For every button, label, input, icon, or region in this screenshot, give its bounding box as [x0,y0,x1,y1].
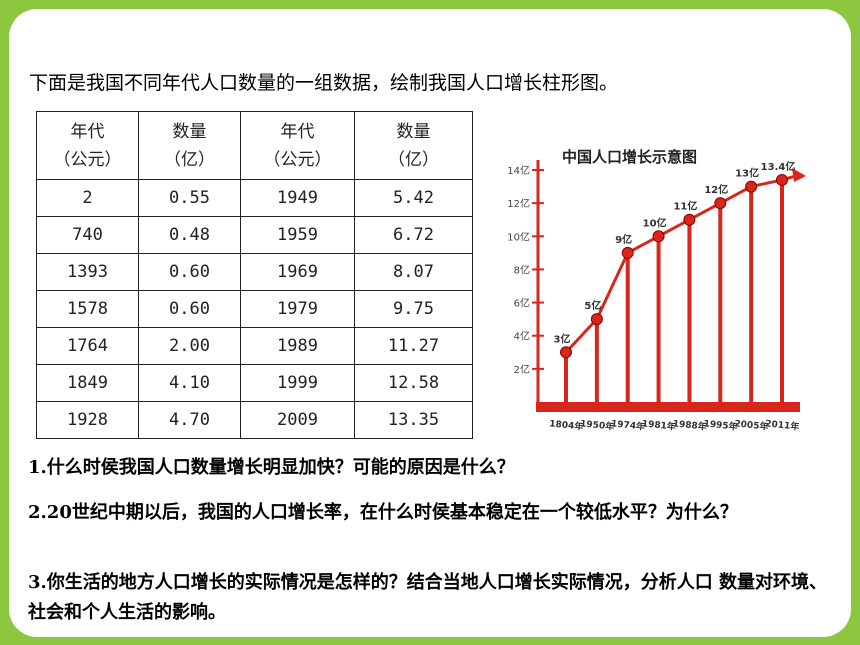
point-label: 9亿 [615,233,632,246]
table-row: 1764 2.00 1989 11.27 [36,327,473,365]
x-tick-label: 1950年 [580,417,615,432]
table-cell: 1959 [240,216,355,254]
arrow-head [792,167,806,182]
y-tick-label: 10亿 [507,230,530,243]
chart-title: 中国人口增长示意图 [562,148,697,166]
data-point [683,213,696,226]
population-chart: 中国人口增长示意图 2亿 4亿 6亿 8亿 10亿 12亿 14亿 3亿 5亿 9亿 10亿 11亿 1… [507,148,806,433]
question-3: 3.你生活的地方人口增长的实际情况是怎样的？结合当地人口增长实际情况，分析人口 … [28,572,828,623]
y-tick-label: 8亿 [514,263,530,276]
point-label: 13.4亿 [761,160,796,173]
header-year-2: 年代 （公元） [240,111,355,180]
x-axis-band [536,402,800,412]
header-count-1: 数量 （亿） [138,111,241,180]
table-cell: 2 [36,179,139,217]
y-tick-label: 4亿 [514,330,530,343]
x-tick-label: 1981年 [641,417,676,432]
table-cell: 1849 [36,364,139,402]
data-point [560,346,572,359]
population-table: 年代 （公元） 数量 （亿） 年代 （公元） 数量 （亿） 2 0.55 1949 5.42 … [36,111,473,439]
table-cell: 13.35 [354,401,473,439]
y-tick-label: 12亿 [507,197,530,210]
x-tick-label: 1974年 [610,417,645,432]
table-cell: 2009 [240,401,355,439]
x-tick-label: 1995年 [703,417,738,432]
table-cell: 1989 [240,327,355,365]
header-count-2: 数量 （亿） [354,111,473,180]
table-cell: 1979 [240,290,355,328]
point-label: 3亿 [554,332,571,345]
y-tick-label: 6亿 [514,297,530,310]
table-cell: 1969 [240,253,355,291]
point-label: 11亿 [673,200,697,213]
table-cell: 6.72 [354,216,473,254]
table-cell: 4.70 [138,401,241,439]
table-cell: 0.55 [138,179,241,217]
point-label: 12亿 [704,183,728,196]
x-tick-label: 1988年 [672,417,707,432]
table-cell: 1393 [36,253,139,291]
data-point [714,197,727,210]
table-cell: 0.48 [138,216,241,254]
table-cell: 0.60 [138,290,241,328]
table-cell: 1578 [36,290,139,328]
point-label: 5亿 [584,299,601,312]
data-point [590,313,603,326]
table-cell: 11.27 [354,327,473,365]
question-1: 1.什么时侯我国人口数量增长明显加快？可能的原因是什么？ [28,457,515,478]
y-tick-label: 14亿 [507,164,530,177]
table-cell: 12.58 [354,364,473,402]
point-label: 10亿 [643,216,667,229]
header-year-1: 年代 （公元） [36,111,139,180]
table-cell: 1999 [240,364,355,402]
x-tick-label: 2011年 [765,417,800,432]
table-row: 1578 0.60 1979 9.75 [36,290,473,328]
table-cell: 9.75 [354,290,473,328]
table-cell: 1764 [36,327,139,365]
table-cell: 2.00 [138,327,241,365]
table-row: 740 0.48 1959 6.72 [36,216,473,254]
table-cell: 1928 [36,401,139,439]
table-row: 2 0.55 1949 5.42 [36,179,473,217]
table-cell: 4.10 [138,364,241,402]
x-tick-label: 2005年 [734,417,769,432]
table-cell: 5.42 [354,179,473,217]
table-cell: 1949 [240,179,355,217]
table-header-row: 年代 （公元） 数量 （亿） 年代 （公元） 数量 （亿） [36,111,473,180]
table-cell: 0.60 [138,253,241,291]
data-point [652,230,665,243]
data-point [745,180,758,193]
x-tick-label: 1804年 [549,417,584,432]
table-row: 1393 0.60 1969 8.07 [36,253,473,291]
intro-text: 下面是我国不同年代人口数量的一组数据，绘制我国人口增长柱形图。 [29,72,619,94]
table-row: 1849 4.10 1999 12.58 [36,364,473,402]
table-row: 1928 4.70 2009 13.35 [36,401,473,439]
point-label: 13亿 [735,167,759,180]
table-cell: 740 [36,216,139,254]
data-point [776,173,788,186]
data-point [621,246,634,259]
question-2: 2.20世纪中期以后，我国的人口增长率，在什么时侯基本稳定在一个较低水平？为什么… [28,502,738,523]
table-cell: 8.07 [354,253,473,291]
y-tick-label: 2亿 [514,363,530,376]
